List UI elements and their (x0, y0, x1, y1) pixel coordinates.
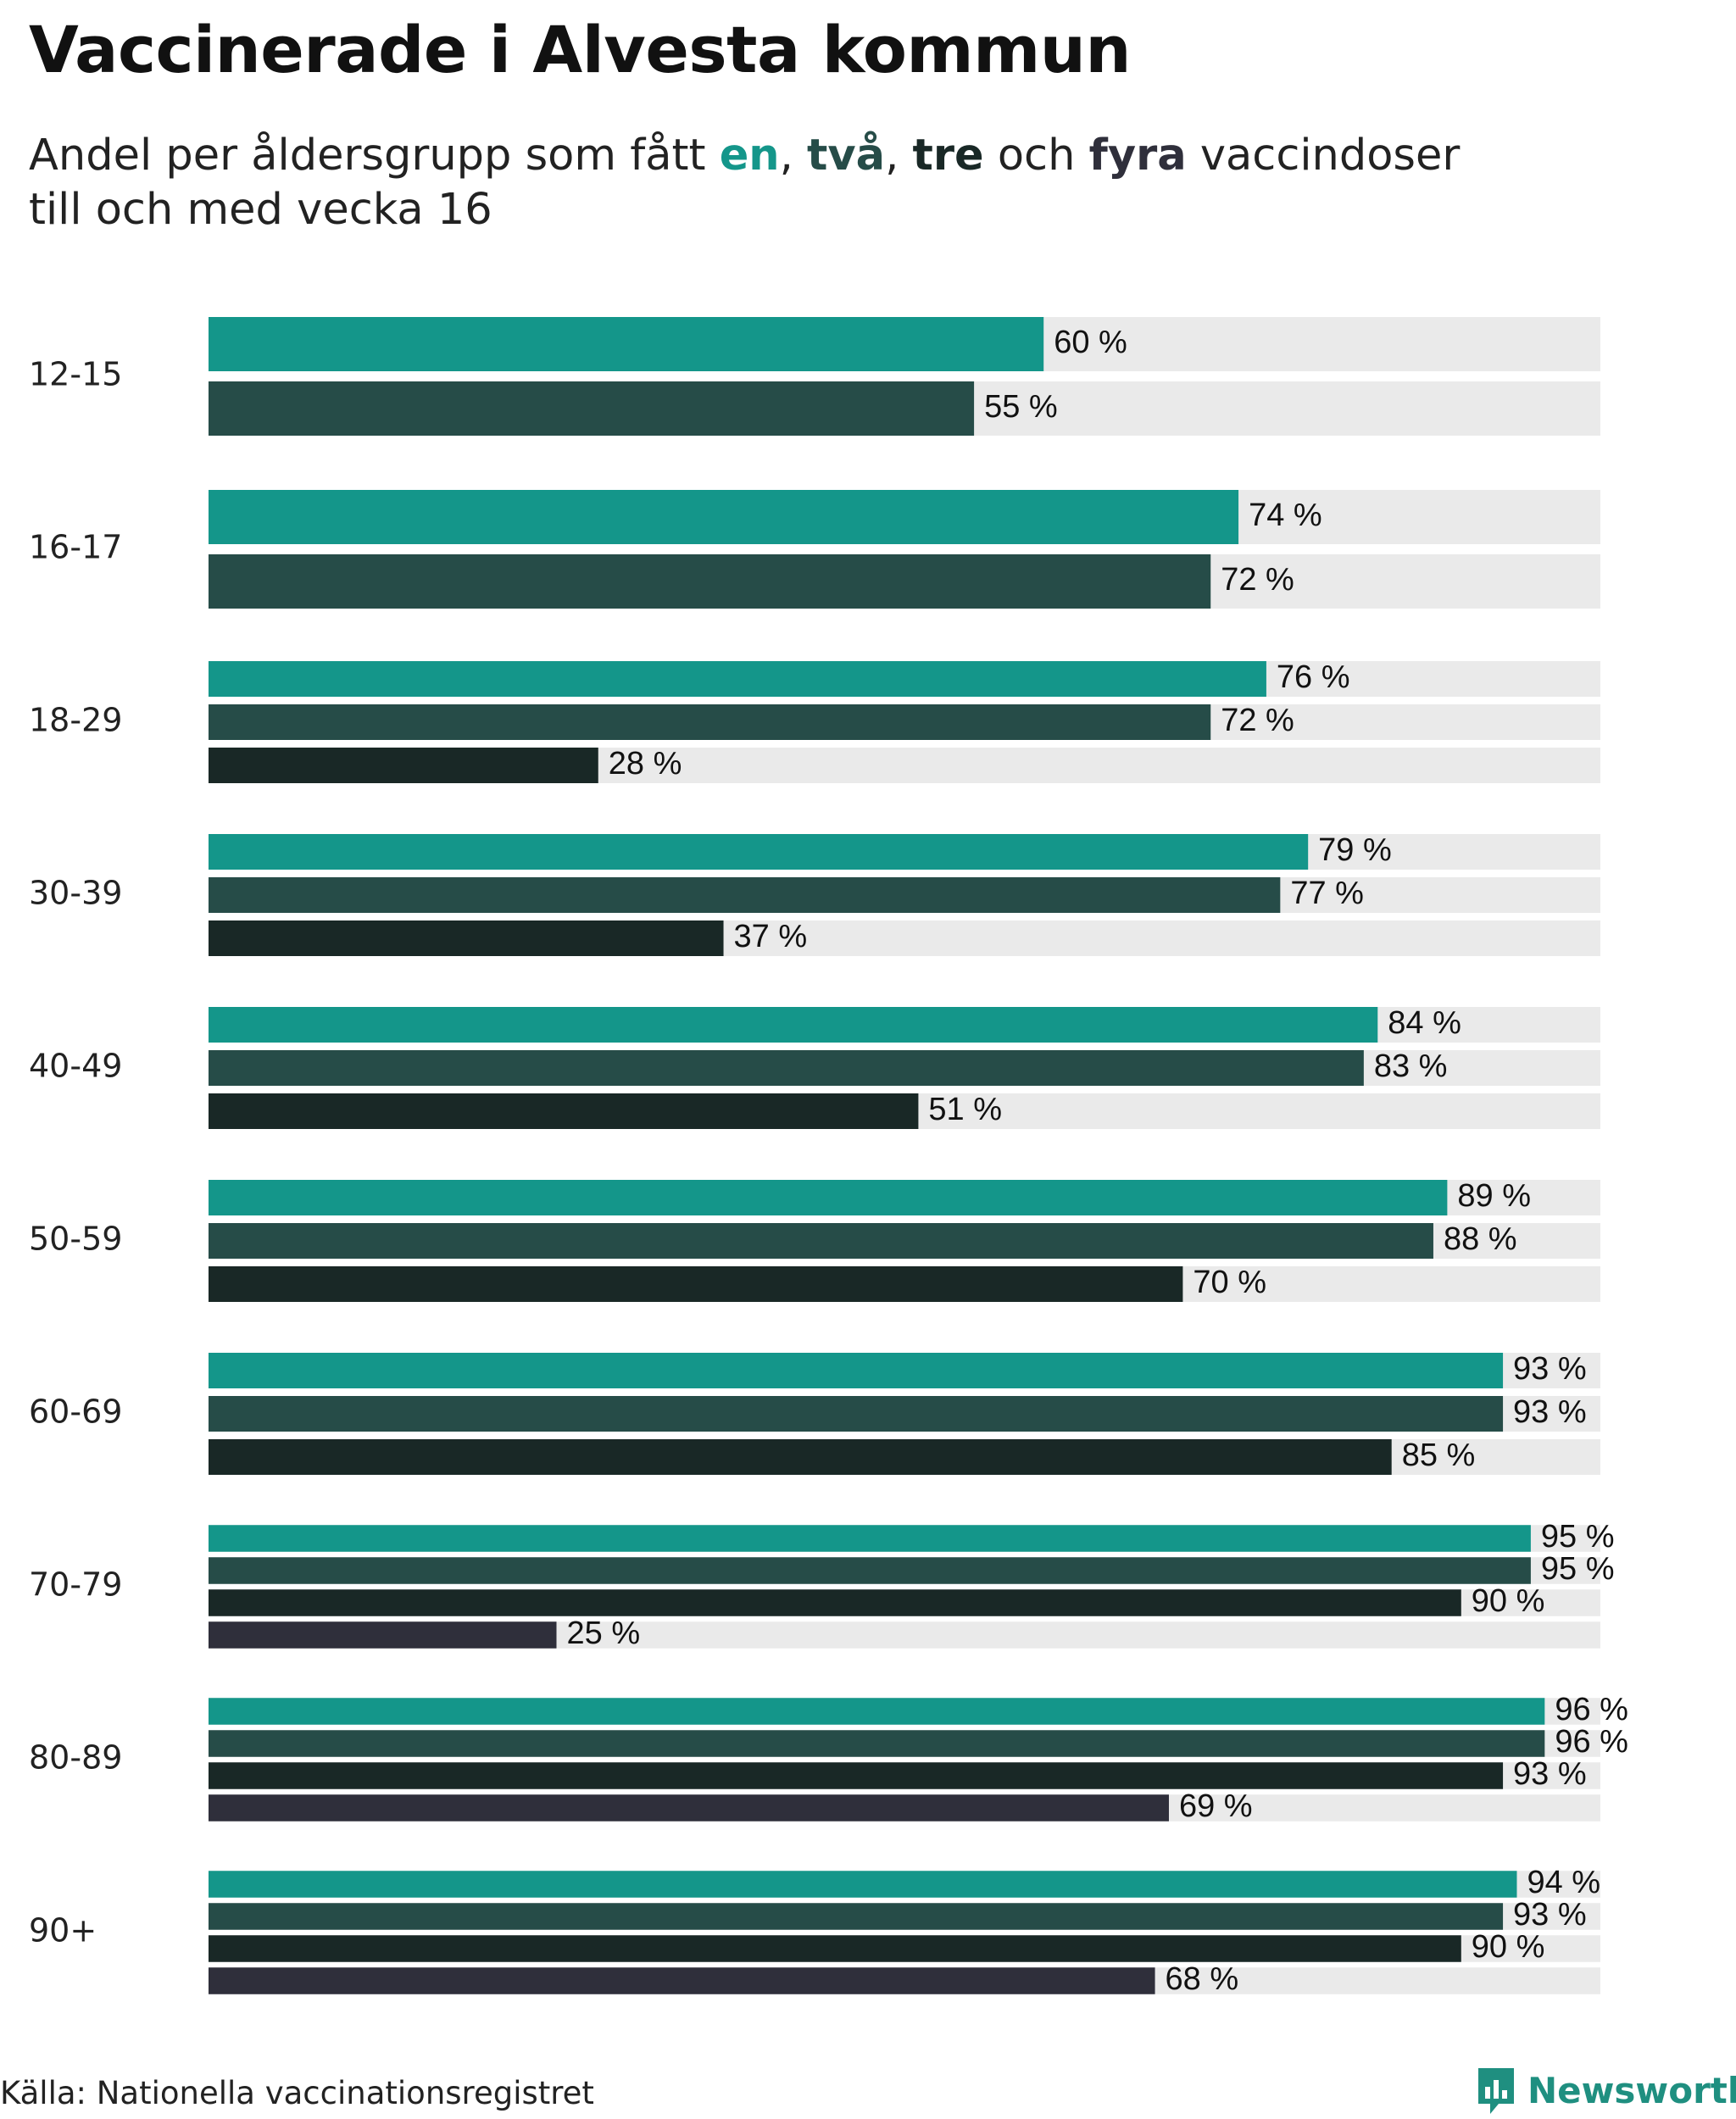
age-group-label: 40-49 (29, 1048, 122, 1085)
bar-two-doses (209, 1903, 1504, 1930)
bar-one-dose (209, 490, 1239, 544)
data-label: 93 % (1513, 1756, 1587, 1792)
data-label: 96 % (1555, 1692, 1628, 1727)
data-label: 88 % (1444, 1221, 1517, 1257)
age-group-label: 50-59 (29, 1221, 122, 1258)
bar-two-doses (209, 1557, 1531, 1584)
age-group-label: 80-89 (29, 1739, 122, 1777)
data-label: 96 % (1555, 1724, 1628, 1760)
age-group-label: 90+ (29, 1912, 97, 1949)
data-label: 90 % (1472, 1583, 1545, 1619)
bar-three-doses (209, 1439, 1392, 1475)
subtitle-text: och (983, 131, 1089, 181)
bar-two-doses (209, 704, 1211, 740)
bar-one-dose (209, 1007, 1378, 1043)
subtitle-separator: , (885, 131, 913, 181)
age-group-label: 18-29 (29, 702, 122, 739)
data-label: 74 % (1249, 498, 1322, 533)
age-group-label: 60-69 (29, 1393, 122, 1431)
bar-two-doses (209, 1730, 1545, 1757)
data-label: 79 % (1318, 832, 1392, 868)
bar-three-doses (209, 920, 724, 956)
data-label: 60 % (1054, 325, 1127, 360)
bar-two-doses (209, 1050, 1364, 1086)
data-label: 37 % (734, 919, 808, 954)
data-label: 76 % (1277, 659, 1350, 695)
data-label: 72 % (1221, 703, 1294, 738)
bar-one-dose (209, 1525, 1531, 1552)
bar-chart: 12-15 60 % 55 % 16-17 74 % 72 % 18-29 76 % 72 % 2… (29, 317, 1628, 1997)
data-label: 85 % (1402, 1438, 1476, 1473)
data-label: 89 % (1457, 1178, 1531, 1214)
data-label: 72 % (1221, 562, 1294, 598)
brand-logo: Newsworthy (1475, 2065, 1736, 2116)
chart-title: Vaccinerade i Alvesta kommun (29, 12, 1132, 87)
bar-three-doses (209, 748, 598, 783)
data-label: 77 % (1290, 876, 1364, 911)
bar-three-doses (209, 1935, 1461, 1962)
data-label: 70 % (1193, 1265, 1266, 1300)
bar-one-dose (209, 1180, 1448, 1215)
bar-four-doses (209, 1794, 1169, 1821)
bar-chart-speech-bubble-icon (1478, 2068, 1514, 2114)
bar-four-doses (209, 1967, 1155, 1994)
brand-name: Newsworthy (1527, 2069, 1736, 2111)
bar-three-doses (209, 1589, 1461, 1616)
data-label: 95 % (1541, 1551, 1615, 1587)
subtitle-period: till och med vecka 16 (29, 185, 492, 235)
bar-four-doses (209, 1621, 557, 1649)
data-label: 28 % (609, 746, 682, 781)
bar-one-dose (209, 317, 1044, 371)
data-label: 93 % (1513, 1351, 1587, 1387)
data-label: 25 % (567, 1616, 641, 1651)
data-label: 55 % (984, 389, 1058, 425)
chart-subtitle: Andel per åldersgrupp som fått en, två, … (29, 129, 1639, 237)
data-label: 90 % (1472, 1929, 1545, 1965)
data-label: 68 % (1166, 1961, 1239, 1997)
data-label: 94 % (1527, 1865, 1600, 1900)
bar-one-dose (209, 1698, 1545, 1725)
source-note: Källa: Nationella vaccinationsregistret (0, 2075, 594, 2111)
bar-one-dose (209, 834, 1309, 870)
legend-one-dose: en (719, 131, 780, 181)
data-label: 93 % (1513, 1897, 1587, 1933)
data-label: 51 % (928, 1092, 1002, 1127)
data-label: 83 % (1374, 1048, 1448, 1084)
bar-two-doses (209, 554, 1211, 609)
subtitle-text: Andel per åldersgrupp som fått (29, 131, 720, 181)
age-group-label: 70-79 (29, 1566, 122, 1604)
data-label: 95 % (1541, 1519, 1615, 1554)
data-label: 84 % (1388, 1005, 1461, 1041)
bar-three-doses (209, 1266, 1183, 1302)
age-group-label: 12-15 (29, 356, 122, 393)
legend-four-doses: fyra (1088, 131, 1187, 181)
bar-two-doses (209, 381, 975, 436)
bar-one-dose (209, 1871, 1517, 1898)
age-group-label: 30-39 (29, 875, 122, 912)
bar-two-doses (209, 1396, 1504, 1432)
bar-two-doses (209, 877, 1281, 913)
bar-one-dose (209, 661, 1266, 697)
bar-three-doses (209, 1762, 1504, 1789)
legend-three-doses: tre (912, 131, 984, 181)
bar-two-doses (209, 1223, 1433, 1259)
age-group-label: 16-17 (29, 529, 122, 566)
subtitle-separator: , (779, 131, 808, 181)
subtitle-text: vaccindoser (1186, 131, 1461, 181)
bar-one-dose (209, 1353, 1504, 1388)
data-label: 69 % (1179, 1788, 1253, 1824)
legend-two-doses: två (807, 131, 886, 181)
bar-three-doses (209, 1093, 919, 1129)
data-label: 93 % (1513, 1394, 1587, 1430)
